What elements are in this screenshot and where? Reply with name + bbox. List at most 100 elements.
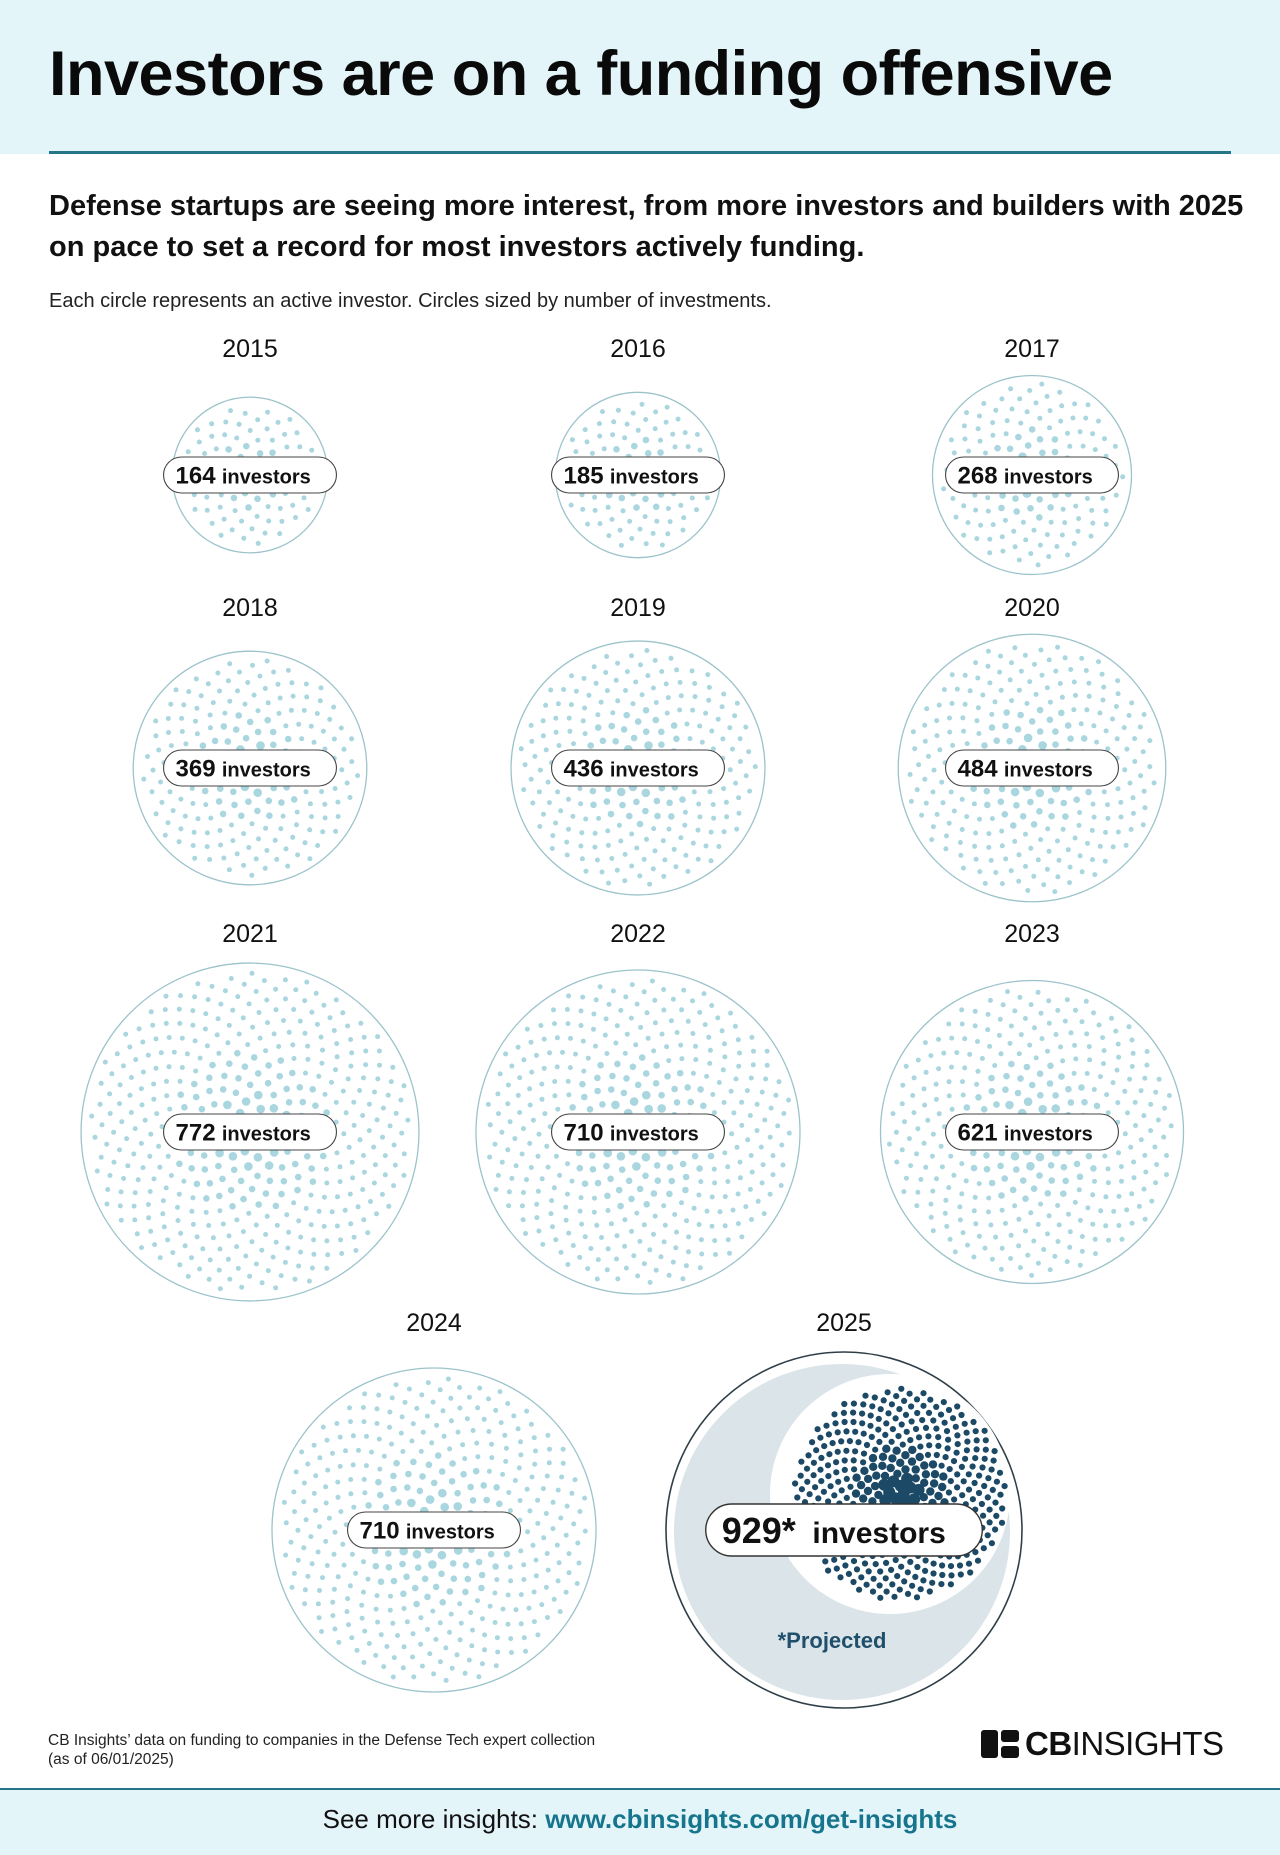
investor-dot <box>254 807 261 815</box>
investor-dot <box>976 1181 982 1187</box>
investor-dot <box>1115 1041 1121 1047</box>
investor-dot <box>707 789 713 795</box>
investor-dot <box>988 724 996 731</box>
investor-dot <box>604 1051 610 1056</box>
investor-dot <box>288 707 294 713</box>
investor-dot <box>950 1458 958 1465</box>
investor-dot <box>226 1233 232 1239</box>
investor-dot <box>206 1074 213 1082</box>
investor-dot <box>207 712 213 718</box>
investor-dot <box>361 1169 367 1175</box>
investor-dot <box>961 503 967 509</box>
investor-dot <box>329 1209 335 1215</box>
investor-dot <box>345 1596 351 1602</box>
investor-dot <box>447 1629 452 1635</box>
investor-dot <box>429 1440 435 1446</box>
investor-dot <box>264 716 272 724</box>
investor-dot <box>323 1484 329 1490</box>
investor-dot <box>400 1449 406 1454</box>
investor-dot <box>274 1222 280 1228</box>
investor-dot <box>1035 1260 1041 1266</box>
investor-dot <box>922 1424 930 1431</box>
investor-dot <box>1036 706 1044 714</box>
investor-dot <box>246 1210 252 1216</box>
investor-dot <box>324 1180 330 1186</box>
investor-dot <box>919 1417 926 1424</box>
investor-dot <box>476 1674 482 1680</box>
investor-dot <box>1103 1223 1109 1229</box>
investor-dot <box>1023 733 1033 743</box>
investor-dot <box>981 742 988 749</box>
investor-dot <box>992 1499 999 1506</box>
investor-dot <box>99 1122 105 1128</box>
investor-dot <box>701 991 707 997</box>
investor-dot <box>124 1136 130 1142</box>
investor-dot <box>316 1615 322 1621</box>
investor-dot <box>545 1164 551 1170</box>
investor-dot <box>217 785 224 792</box>
value-suffix: investors <box>610 760 699 782</box>
investor-dot <box>641 1152 651 1162</box>
investor-dot <box>872 1471 881 1480</box>
investor-dot <box>1039 1036 1045 1042</box>
investor-dot <box>635 1273 641 1279</box>
investor-dot <box>975 705 981 711</box>
investor-dot <box>964 1438 971 1445</box>
investor-dot <box>1132 736 1138 742</box>
investor-dot <box>605 1208 611 1213</box>
investor-dot <box>179 729 185 734</box>
investor-dot <box>622 851 628 857</box>
investor-dot <box>860 1401 867 1408</box>
investor-dot <box>975 1489 983 1497</box>
investor-dot <box>1035 1152 1045 1162</box>
investor-dot <box>399 1130 405 1136</box>
investor-dot <box>281 1499 287 1505</box>
investor-dot <box>682 1173 690 1181</box>
investor-dot <box>653 409 659 415</box>
investor-dot <box>914 1409 921 1417</box>
investor-dot <box>722 1194 728 1200</box>
investor-dot <box>535 1188 541 1194</box>
investor-dot <box>265 1020 270 1026</box>
investor-dot <box>301 1545 307 1551</box>
investor-dot <box>540 733 546 739</box>
investor-dot <box>263 1232 269 1237</box>
investor-dot <box>710 1092 716 1097</box>
investor-dot <box>606 1001 612 1007</box>
investor-dot <box>724 814 730 820</box>
investor-dot <box>1102 1153 1108 1159</box>
investor-dot <box>413 1600 420 1608</box>
investor-dot <box>763 1076 769 1082</box>
investor-dot <box>588 1246 594 1251</box>
investor-dot <box>217 1208 223 1214</box>
investor-dot <box>254 1172 261 1180</box>
investor-dot <box>603 798 611 805</box>
investor-dot <box>999 843 1005 849</box>
investor-dot <box>709 1194 715 1200</box>
investor-dot <box>576 1164 584 1172</box>
investor-dot <box>515 1092 521 1098</box>
investor-dot <box>891 1593 898 1600</box>
investor-dot <box>97 1101 103 1107</box>
footer-link[interactable]: www.cbinsights.com/get-insights <box>545 1804 958 1834</box>
investor-dot <box>309 814 314 820</box>
investor-dot <box>272 1202 280 1210</box>
investor-dot <box>580 506 586 512</box>
investor-dot <box>613 446 620 453</box>
investor-dot <box>605 1246 611 1252</box>
investor-dot <box>695 856 701 862</box>
value-pill <box>346 1511 522 1549</box>
investor-dot <box>1033 400 1039 406</box>
investor-dot <box>1127 780 1133 786</box>
investor-dot <box>190 1221 196 1227</box>
investor-dot <box>852 1448 859 1455</box>
investor-dot <box>135 1177 141 1183</box>
investor-dot <box>378 1632 384 1638</box>
investor-dot <box>246 1081 254 1089</box>
investor-dot <box>590 801 597 809</box>
investor-dot <box>430 1608 436 1614</box>
investor-dot <box>195 981 201 987</box>
investor-dot <box>482 1632 488 1638</box>
investor-dot <box>235 994 241 1000</box>
investor-dot <box>985 663 991 669</box>
